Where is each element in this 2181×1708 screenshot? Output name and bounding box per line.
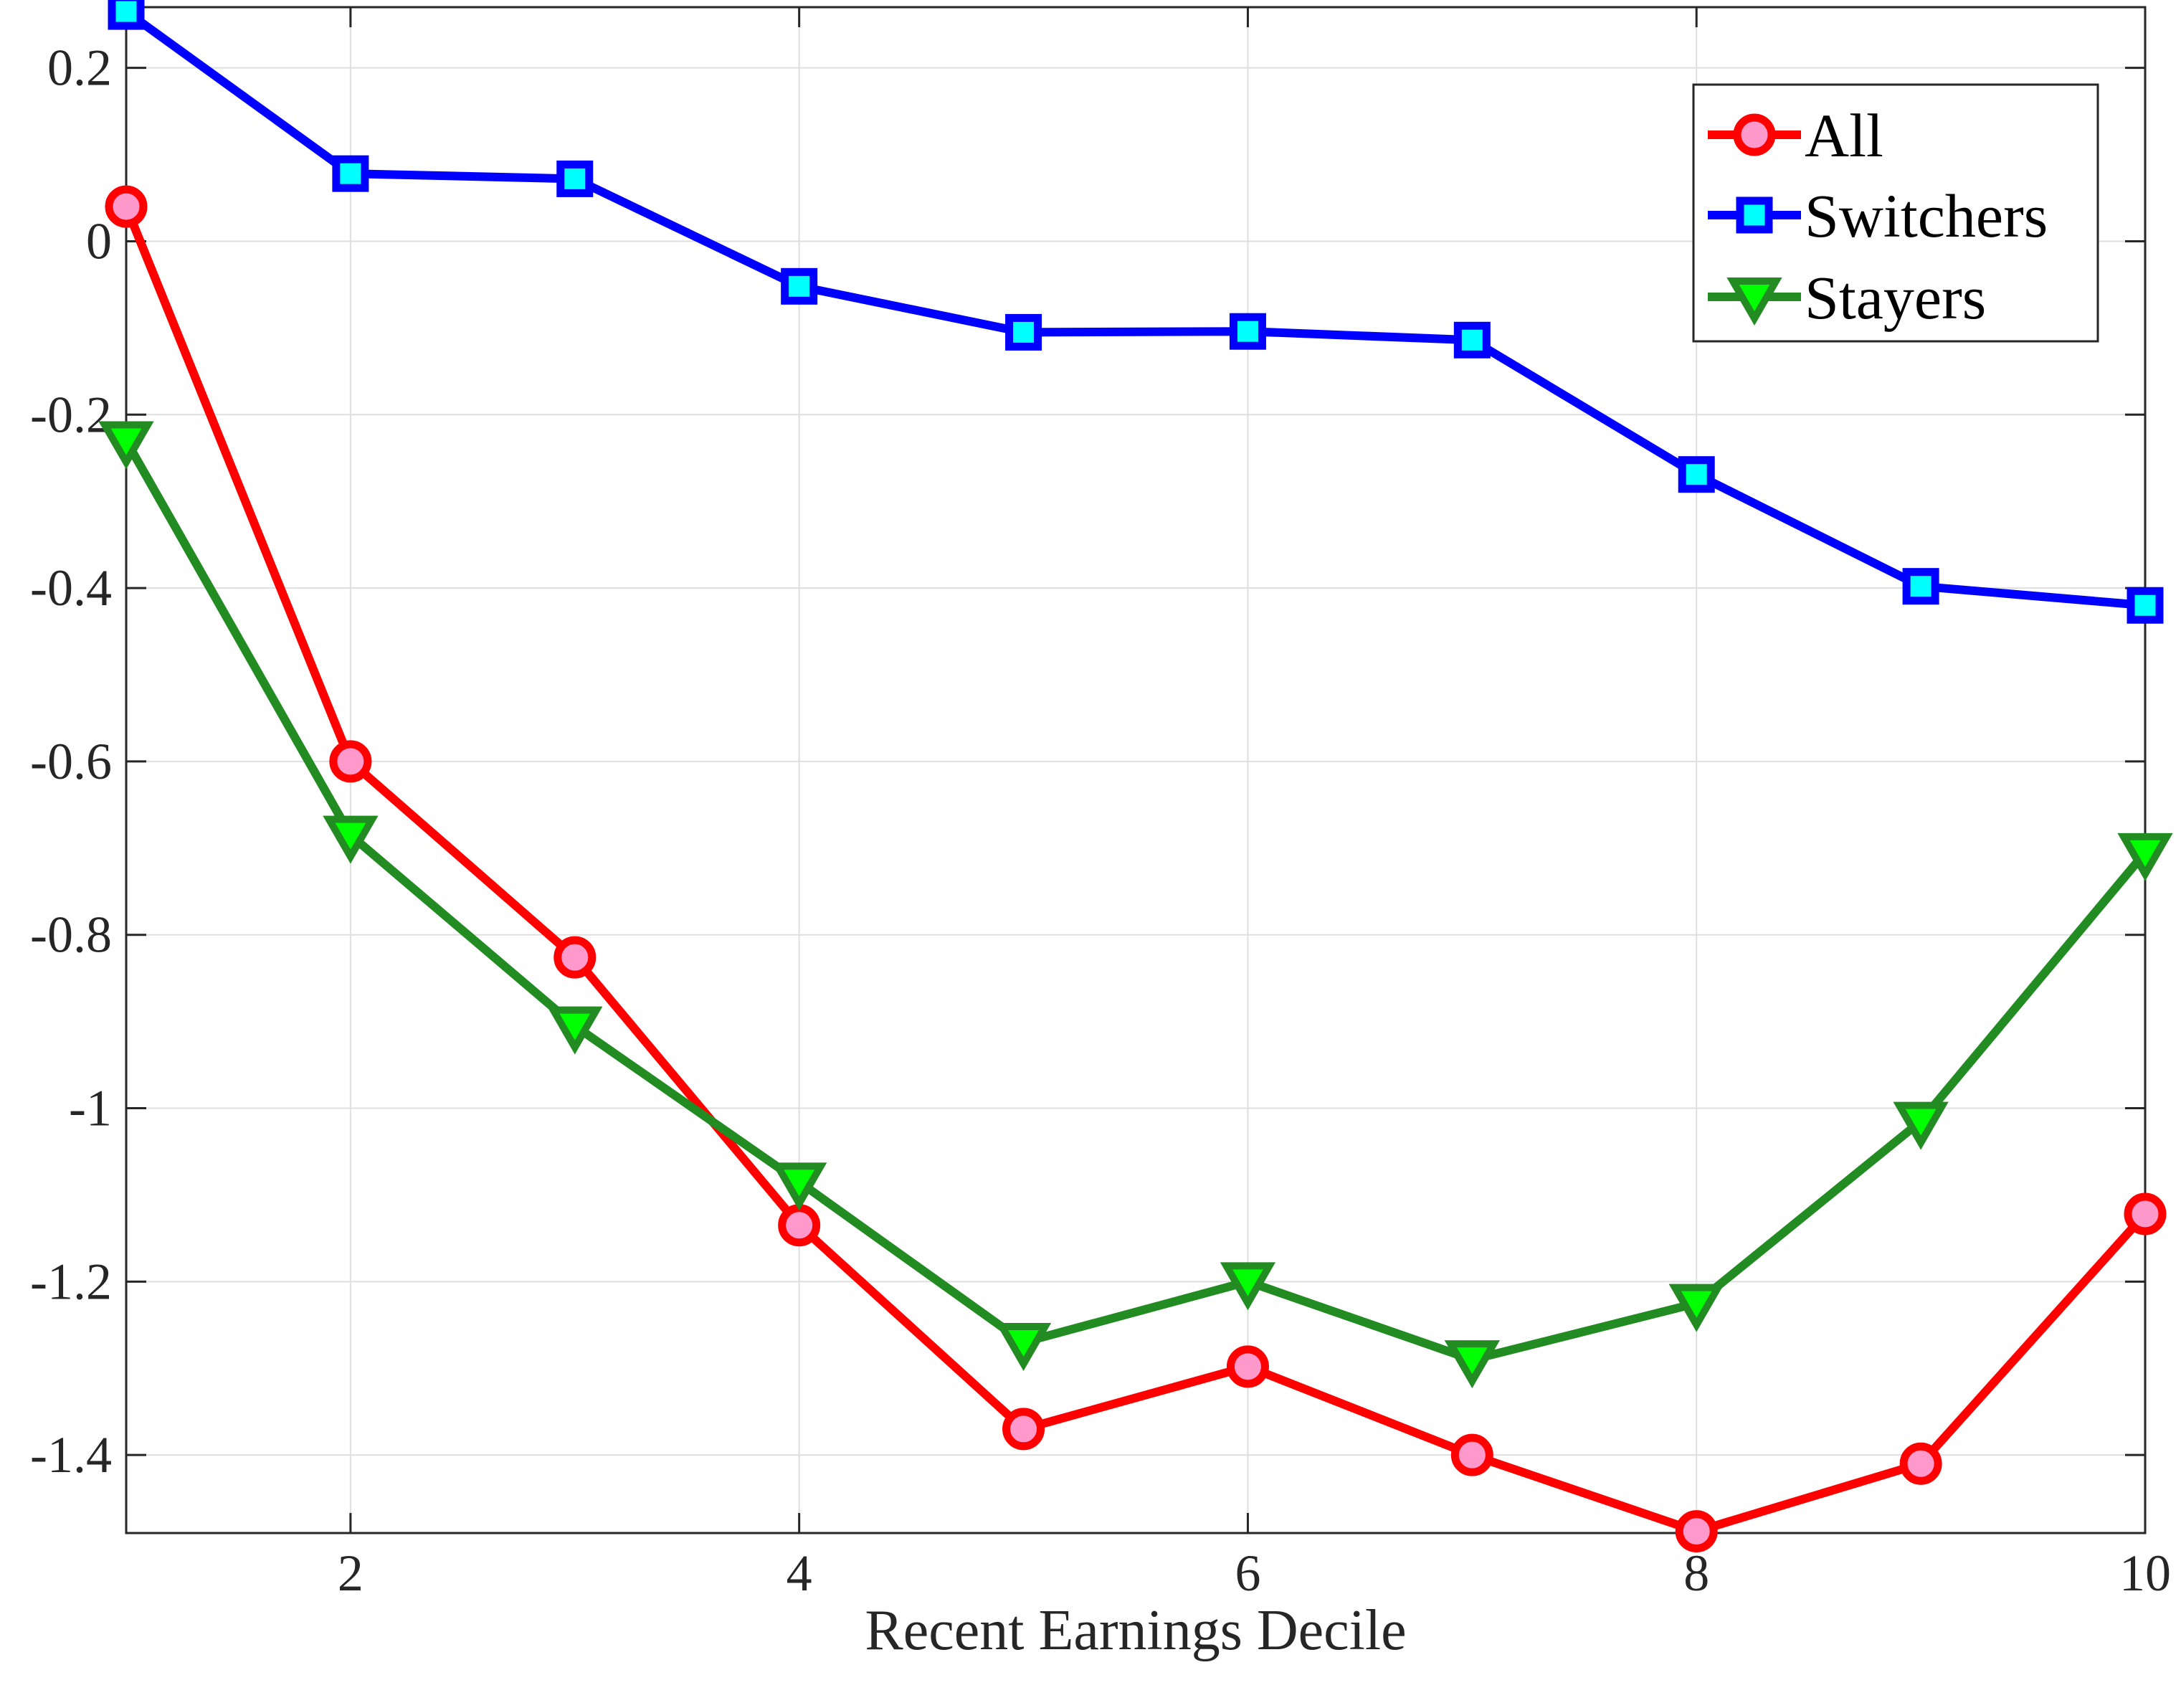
point-stayers-2 bbox=[323, 815, 379, 864]
point-all-6 bbox=[1226, 1345, 1269, 1388]
legend-marker-stayers bbox=[1726, 277, 1782, 326]
series-line-switchers bbox=[123, 8, 2146, 610]
y-tick-label: 0.2 bbox=[47, 39, 112, 97]
x-tick-label: 10 bbox=[2119, 1545, 2171, 1602]
point-switchers-5 bbox=[1005, 313, 1042, 351]
y-tick-label: -1 bbox=[69, 1080, 112, 1137]
point-stayers-4 bbox=[771, 1162, 827, 1211]
point-stayers-9 bbox=[1893, 1101, 1949, 1150]
point-stayers-3 bbox=[547, 1006, 603, 1055]
x-tick-label: 6 bbox=[1235, 1545, 1260, 1602]
point-stayers-8 bbox=[1668, 1284, 1724, 1332]
legend-item-all: All bbox=[1708, 101, 1883, 170]
x-tick-label: 8 bbox=[1683, 1545, 1709, 1602]
point-all-10 bbox=[2124, 1192, 2167, 1235]
point-stayers-10 bbox=[2117, 832, 2173, 881]
point-switchers-6 bbox=[1229, 313, 1266, 350]
point-stayers-5 bbox=[995, 1323, 1052, 1372]
series-layer bbox=[98, 0, 2173, 1553]
tick-labels: 2 4 6 8 10 0.2 0 -0.2 -0.4 -0.6 -0.8 -1 -1.2 -1.4 bbox=[30, 39, 2171, 1602]
series-all bbox=[105, 185, 2167, 1553]
point-switchers-8 bbox=[1678, 456, 1715, 493]
point-all-3 bbox=[553, 936, 597, 979]
point-all-1 bbox=[105, 185, 148, 228]
legend-label-switchers: Switchers bbox=[1805, 181, 2048, 250]
y-tick-label: -0.2 bbox=[30, 386, 112, 443]
legend-label-all: All bbox=[1805, 101, 1883, 170]
point-all-7 bbox=[1450, 1433, 1493, 1476]
legend-item-switchers: Switchers bbox=[1708, 181, 2048, 250]
point-all-5 bbox=[1002, 1408, 1045, 1451]
point-switchers-1 bbox=[108, 0, 145, 30]
legend-item-stayers: Stayers bbox=[1708, 263, 1986, 332]
y-tick-label: -1.4 bbox=[30, 1426, 112, 1484]
legend-marker-all bbox=[1733, 113, 1776, 156]
x-tick-label: 2 bbox=[338, 1545, 364, 1602]
series-line-all bbox=[122, 204, 2149, 1536]
point-switchers-4 bbox=[781, 267, 818, 305]
point-switchers-10 bbox=[2127, 587, 2164, 624]
legend-marker-switchers bbox=[1736, 196, 1773, 234]
plot-area bbox=[125, 6, 2147, 1534]
x-tick-label: 4 bbox=[787, 1545, 812, 1602]
point-switchers-3 bbox=[556, 160, 594, 197]
point-switchers-2 bbox=[332, 155, 369, 192]
point-stayers-6 bbox=[1220, 1262, 1276, 1311]
y-tick-label: -1.2 bbox=[30, 1253, 112, 1310]
grid bbox=[126, 7, 2146, 1533]
legend-label-stayers: Stayers bbox=[1805, 263, 1986, 332]
point-all-2 bbox=[329, 740, 372, 783]
point-all-4 bbox=[778, 1204, 821, 1247]
y-tick-label: 0 bbox=[86, 212, 112, 270]
y-tick-label: -0.6 bbox=[30, 733, 112, 790]
point-all-9 bbox=[1899, 1442, 1942, 1485]
x-axis-label: Recent Earnings Decile bbox=[865, 1599, 1406, 1662]
y-tick-label: -0.8 bbox=[30, 906, 112, 964]
point-all-8 bbox=[1675, 1510, 1718, 1553]
legend: All Switchers Stayers bbox=[1692, 83, 2099, 343]
series-line-stayers bbox=[122, 438, 2149, 1365]
point-stayers-1 bbox=[98, 421, 154, 470]
axes-box bbox=[125, 6, 2147, 1534]
point-switchers-7 bbox=[1453, 321, 1491, 359]
series-switchers bbox=[108, 0, 2164, 624]
point-stayers-7 bbox=[1444, 1340, 1500, 1389]
y-tick-label: -0.4 bbox=[30, 559, 112, 617]
point-switchers-9 bbox=[1902, 568, 1939, 605]
series-stayers bbox=[98, 421, 2173, 1389]
